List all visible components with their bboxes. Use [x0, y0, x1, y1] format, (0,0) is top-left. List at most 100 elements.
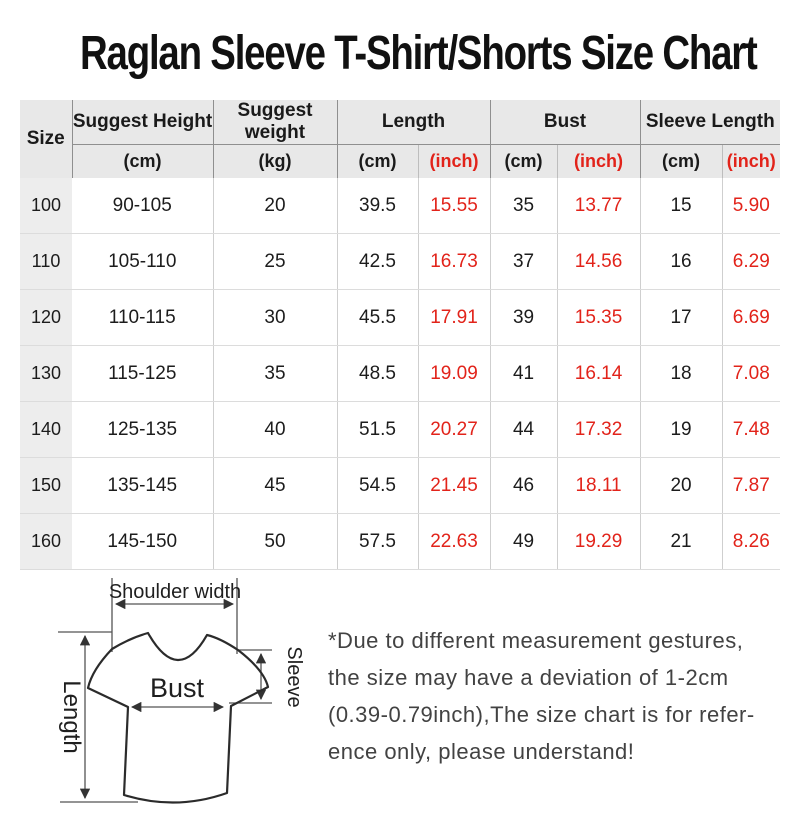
table-header: Size Suggest Height Suggest weight Lengt…: [20, 100, 781, 178]
tshirt-measurement-diagram: Shoulder width Length Bust Sleeve: [58, 578, 305, 804]
header-bust: Bust: [490, 100, 641, 145]
shoulder-width-label: Shoulder width: [109, 581, 241, 603]
cell-weight: 40: [213, 401, 338, 458]
length-label: Length: [58, 680, 85, 753]
table-row: 130 115-125 35 48.5 19.09 41 16.14 18 7.…: [20, 345, 781, 402]
table-row: 150 135-145 45 54.5 21.45 46 18.11 20 7.…: [20, 457, 781, 514]
cell-sleeve-cm: 17: [640, 289, 723, 346]
cell-length-cm: 39.5: [337, 178, 419, 234]
cell-bust-inch: 14.56: [557, 233, 641, 290]
cell-bust-cm: 44: [490, 401, 558, 458]
table-row: 140 125-135 40 51.5 20.27 44 17.32 19 7.…: [20, 401, 781, 458]
header-length: Length: [337, 100, 491, 145]
cell-sleeve-cm: 18: [640, 345, 723, 402]
header-suggest-weight: Suggest weight: [213, 100, 338, 145]
page-title: Raglan Sleeve T-Shirt/Shorts Size Chart: [80, 27, 758, 80]
cell-sleeve-inch: 8.26: [722, 513, 781, 570]
cell-bust-inch: 18.11: [557, 457, 641, 514]
cell-bust-cm: 41: [490, 345, 558, 402]
cell-length-cm: 54.5: [337, 457, 419, 514]
cell-sleeve-cm: 19: [640, 401, 723, 458]
cell-length-cm: 42.5: [337, 233, 419, 290]
cell-size: 150: [20, 457, 72, 514]
cell-length-cm: 57.5: [337, 513, 419, 570]
cell-bust-inch: 15.35: [557, 289, 641, 346]
header-row-units: (cm) (kg) (cm) (inch) (cm) (inch) (cm) (…: [20, 144, 781, 178]
cell-sleeve-cm: 16: [640, 233, 723, 290]
table-row: 100 90-105 20 39.5 15.55 35 13.77 15 5.9…: [20, 178, 781, 234]
cell-bust-cm: 49: [490, 513, 558, 570]
header-row-groups: Size Suggest Height Suggest weight Lengt…: [20, 100, 781, 178]
cell-length-inch: 22.63: [418, 513, 491, 570]
cell-length-inch: 21.45: [418, 457, 491, 514]
cell-sleeve-inch: 7.87: [722, 457, 781, 514]
unit-sleeve-inch: (inch): [722, 144, 781, 178]
table-row: 110 105-110 25 42.5 16.73 37 14.56 16 6.…: [20, 233, 781, 290]
unit-length-inch: (inch): [418, 144, 491, 178]
table-body: 100 90-105 20 39.5 15.55 35 13.77 15 5.9…: [20, 178, 781, 570]
cell-sleeve-inch: 6.69: [722, 289, 781, 346]
cell-size: 100: [20, 178, 72, 234]
unit-height-cm: (cm): [72, 144, 214, 178]
length-dimension: [58, 631, 138, 803]
cell-weight: 50: [213, 513, 338, 570]
cell-size: 110: [20, 233, 72, 290]
cell-bust-cm: 46: [490, 457, 558, 514]
sleeve-label: Sleeve: [283, 646, 305, 707]
cell-size: 140: [20, 401, 72, 458]
cell-height: 115-125: [72, 345, 214, 402]
size-chart-table: Size Suggest Height Suggest weight Lengt…: [20, 100, 781, 570]
cell-length-cm: 51.5: [337, 401, 419, 458]
cell-bust-inch: 13.77: [557, 178, 641, 234]
cell-height: 125-135: [72, 401, 214, 458]
bust-label: Bust: [150, 673, 205, 703]
tshirt-outline: [86, 631, 270, 804]
cell-size: 130: [20, 345, 72, 402]
cell-sleeve-cm: 21: [640, 513, 723, 570]
table-row: 120 110-115 30 45.5 17.91 39 15.35 17 6.…: [20, 289, 781, 346]
header-size: Size: [20, 100, 73, 178]
header-suggest-height: Suggest Height: [72, 100, 214, 145]
cell-height: 90-105: [72, 178, 214, 234]
cell-bust-cm: 39: [490, 289, 558, 346]
cell-sleeve-inch: 7.08: [722, 345, 781, 402]
cell-bust-inch: 17.32: [557, 401, 641, 458]
unit-length-cm: (cm): [337, 144, 419, 178]
cell-weight: 20: [213, 178, 338, 234]
unit-bust-inch: (inch): [557, 144, 641, 178]
cell-sleeve-cm: 20: [640, 457, 723, 514]
shoulder-width-dimension: [111, 578, 238, 654]
cell-height: 145-150: [72, 513, 214, 570]
unit-bust-cm: (cm): [490, 144, 558, 178]
cell-sleeve-inch: 6.29: [722, 233, 781, 290]
cell-height: 110-115: [72, 289, 214, 346]
cell-length-inch: 17.91: [418, 289, 491, 346]
cell-weight: 35: [213, 345, 338, 402]
cell-bust-inch: 19.29: [557, 513, 641, 570]
cell-height: 105-110: [72, 233, 214, 290]
cell-length-inch: 19.09: [418, 345, 491, 402]
cell-sleeve-cm: 15: [640, 178, 723, 234]
disclaimer-note: *Due to different measurement gestures, …: [328, 622, 793, 770]
cell-sleeve-inch: 7.48: [722, 401, 781, 458]
unit-weight-kg: (kg): [213, 144, 338, 178]
cell-weight: 25: [213, 233, 338, 290]
note-line: the size may have a deviation of 1-2cm: [328, 665, 729, 690]
note-line: ence only, please understand!: [328, 739, 635, 764]
note-line: *Due to different measurement gestures,: [328, 628, 744, 653]
cell-bust-cm: 37: [490, 233, 558, 290]
cell-length-cm: 48.5: [337, 345, 419, 402]
table-row: 160 145-150 50 57.5 22.63 49 19.29 21 8.…: [20, 513, 781, 570]
cell-bust-cm: 35: [490, 178, 558, 234]
cell-length-inch: 15.55: [418, 178, 491, 234]
cell-size: 120: [20, 289, 72, 346]
cell-size: 160: [20, 513, 72, 570]
cell-length-inch: 16.73: [418, 233, 491, 290]
unit-sleeve-cm: (cm): [640, 144, 723, 178]
cell-sleeve-inch: 5.90: [722, 178, 781, 234]
cell-height: 135-145: [72, 457, 214, 514]
header-sleeve-length: Sleeve Length: [640, 100, 781, 145]
note-line: (0.39-0.79inch),The size chart is for re…: [328, 702, 755, 727]
cell-weight: 30: [213, 289, 338, 346]
